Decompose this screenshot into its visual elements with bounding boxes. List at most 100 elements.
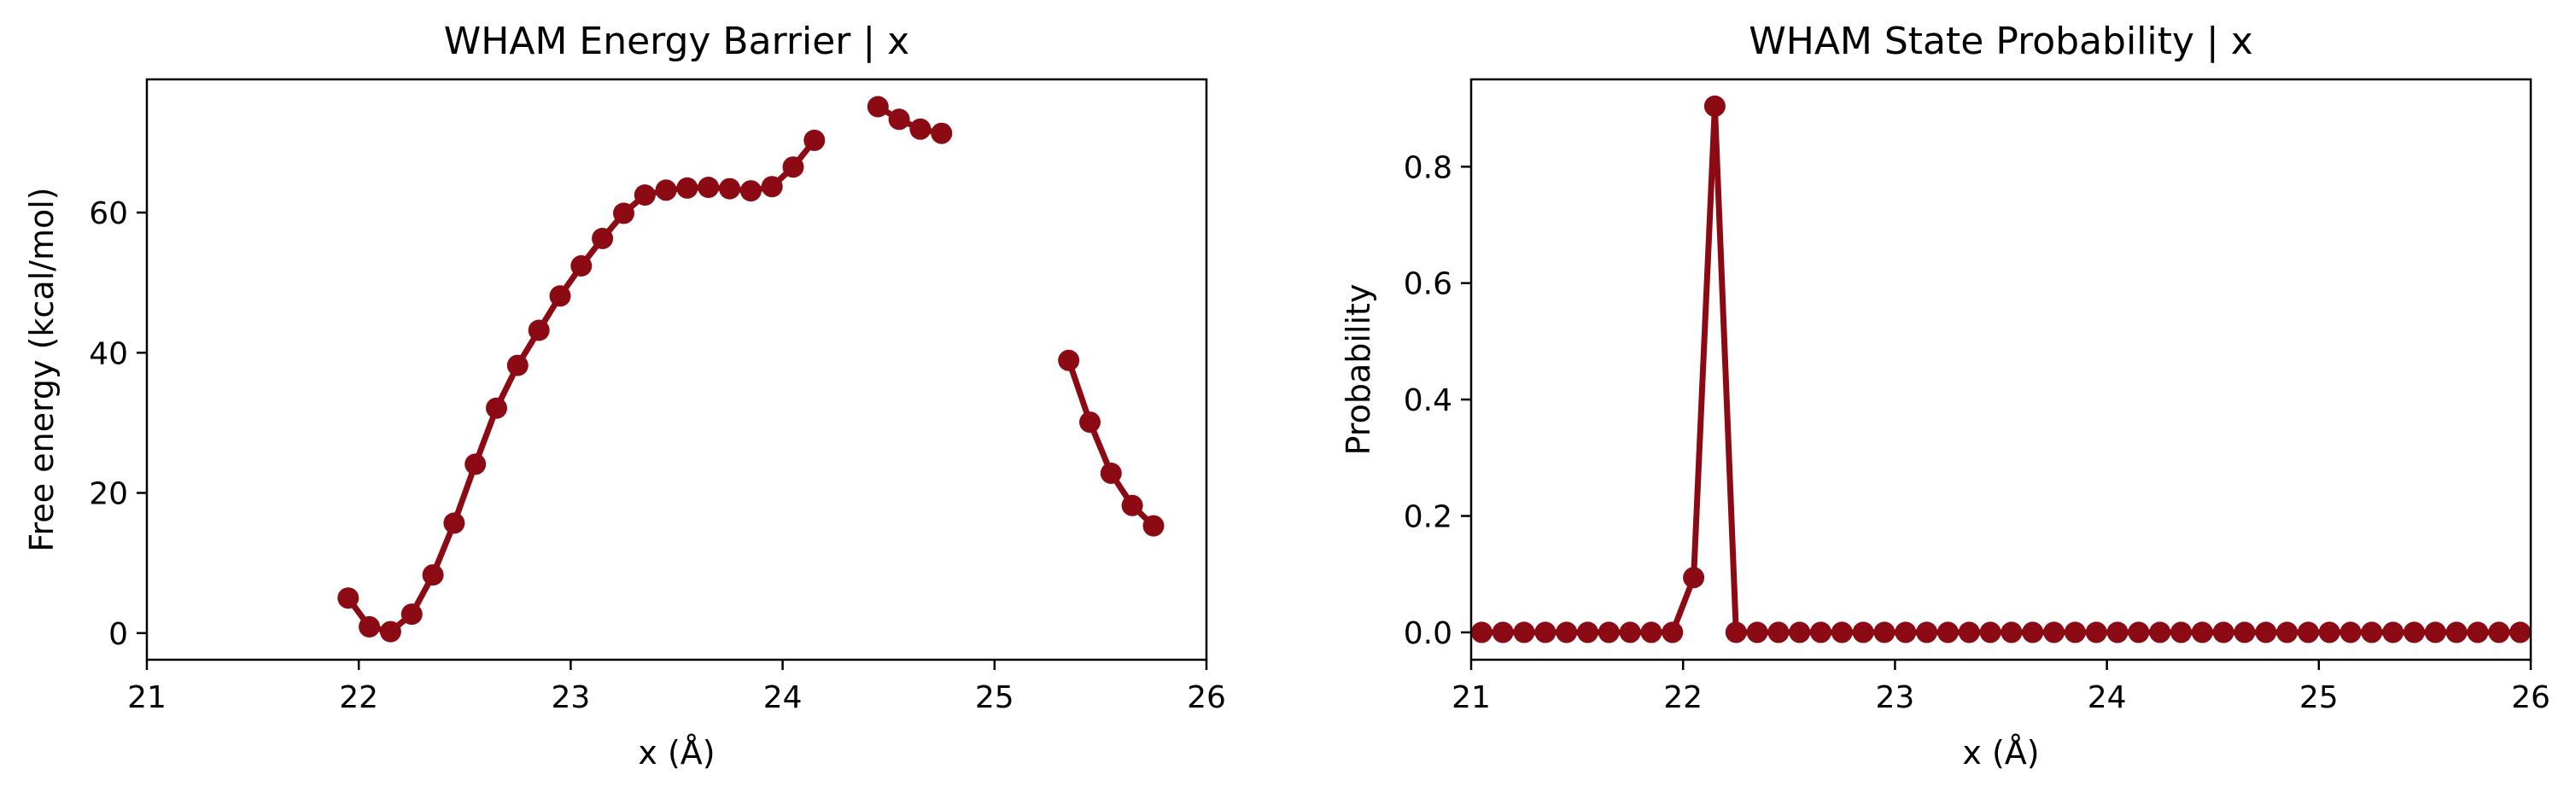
data-point bbox=[1683, 567, 1704, 588]
data-point bbox=[337, 587, 359, 609]
x-tick-label: 26 bbox=[2511, 680, 2550, 715]
y-tick-label: 0.0 bbox=[1404, 616, 1452, 651]
data-point bbox=[2276, 621, 2298, 643]
data-point bbox=[2319, 621, 2340, 643]
y-tick-label: 0.8 bbox=[1404, 150, 1452, 185]
data-point bbox=[1726, 621, 1747, 643]
y-axis-label: Free energy (kcal/mol) bbox=[23, 187, 61, 551]
data-point bbox=[1079, 411, 1101, 433]
data-point bbox=[909, 119, 931, 140]
data-point bbox=[1789, 621, 1810, 643]
x-tick-label: 26 bbox=[1187, 680, 1226, 715]
x-tick-label: 25 bbox=[975, 680, 1014, 715]
data-point bbox=[2298, 621, 2319, 643]
data-point bbox=[359, 616, 380, 638]
data-point bbox=[507, 355, 529, 376]
series-line-0 bbox=[348, 140, 815, 632]
data-point bbox=[2488, 621, 2509, 643]
data-point bbox=[1895, 621, 1916, 643]
data-point bbox=[401, 603, 423, 625]
x-tick-label: 24 bbox=[763, 680, 803, 715]
data-point bbox=[423, 564, 444, 585]
data-point bbox=[2382, 621, 2404, 643]
data-point bbox=[2255, 621, 2276, 643]
data-point bbox=[1534, 621, 1556, 643]
chart-title: WHAM Energy Barrier | x bbox=[444, 20, 909, 63]
data-point bbox=[803, 130, 825, 151]
data-point bbox=[1492, 621, 1514, 643]
data-point bbox=[1143, 515, 1165, 537]
data-point bbox=[719, 178, 740, 200]
data-point bbox=[2107, 621, 2129, 643]
data-point bbox=[2001, 621, 2022, 643]
y-tick-label: 0.4 bbox=[1404, 383, 1452, 418]
x-tick-label: 24 bbox=[2088, 680, 2127, 715]
data-point bbox=[2340, 621, 2362, 643]
data-point bbox=[2170, 621, 2192, 643]
data-point bbox=[2086, 621, 2107, 643]
data-point bbox=[1471, 621, 1492, 643]
data-point bbox=[2043, 621, 2065, 643]
y-tick-label: 60 bbox=[89, 196, 128, 231]
data-point bbox=[2425, 621, 2446, 643]
data-point bbox=[2213, 621, 2234, 643]
data-point bbox=[1641, 621, 1662, 643]
data-point bbox=[1058, 350, 1079, 371]
x-axis-label: x (Å) bbox=[638, 734, 715, 772]
data-point bbox=[1598, 621, 1620, 643]
data-point bbox=[656, 179, 677, 201]
x-tick-label: 21 bbox=[1452, 680, 1491, 715]
x-tick-label: 23 bbox=[1875, 680, 1914, 715]
data-point bbox=[592, 228, 613, 249]
data-point bbox=[529, 320, 550, 341]
data-point bbox=[762, 176, 783, 197]
data-point bbox=[676, 178, 698, 199]
data-point bbox=[443, 512, 464, 533]
data-point bbox=[1810, 621, 1831, 643]
series-line-0 bbox=[1481, 106, 2520, 632]
y-tick-label: 0.2 bbox=[1404, 500, 1452, 535]
data-point bbox=[2361, 621, 2382, 643]
right-chart: 21 22 23 24 25 26 0.0 0.2 0.4 0.6 0.8 WHAM State Pr… bbox=[1340, 20, 2550, 772]
data-point bbox=[1959, 621, 1980, 643]
data-point bbox=[486, 398, 507, 419]
data-point bbox=[1514, 621, 1535, 643]
data-point bbox=[2128, 621, 2149, 643]
data-point bbox=[1767, 621, 1789, 643]
data-point bbox=[1577, 621, 1598, 643]
x-tick-label: 25 bbox=[2299, 680, 2339, 715]
data-point bbox=[1980, 621, 2001, 643]
data-point bbox=[2234, 621, 2255, 643]
data-point bbox=[1937, 621, 1959, 643]
data-point bbox=[1556, 621, 1577, 643]
data-point bbox=[634, 184, 656, 206]
data-point bbox=[2404, 621, 2425, 643]
data-point bbox=[1916, 621, 1937, 643]
left-chart: 21 22 23 24 25 26 0 20 40 60 WHAM Energy Barrier |… bbox=[23, 20, 1226, 772]
data-point bbox=[867, 96, 889, 118]
y-axis-label: Probability bbox=[1340, 284, 1377, 456]
data-point bbox=[570, 255, 592, 277]
data-point bbox=[1662, 621, 1683, 643]
data-point bbox=[464, 453, 486, 475]
data-point bbox=[613, 202, 634, 224]
chart-title: WHAM State Probability | x bbox=[1749, 20, 2253, 63]
x-tick-label: 22 bbox=[339, 680, 378, 715]
data-point bbox=[1831, 621, 1853, 643]
data-point bbox=[1620, 621, 1641, 643]
data-point bbox=[1874, 621, 1895, 643]
x-axis-label: x (Å) bbox=[1962, 734, 2039, 772]
axes-frame bbox=[1471, 79, 2531, 660]
data-point bbox=[2022, 621, 2043, 643]
y-tick-label: 20 bbox=[89, 477, 128, 512]
x-tick-label: 23 bbox=[551, 680, 590, 715]
data-point bbox=[2467, 621, 2488, 643]
data-point bbox=[740, 180, 762, 201]
data-point bbox=[2192, 621, 2213, 643]
data-point bbox=[698, 177, 719, 198]
data-point bbox=[1122, 495, 1143, 516]
data-point bbox=[2149, 621, 2170, 643]
data-point bbox=[783, 156, 804, 178]
data-point bbox=[931, 123, 952, 144]
